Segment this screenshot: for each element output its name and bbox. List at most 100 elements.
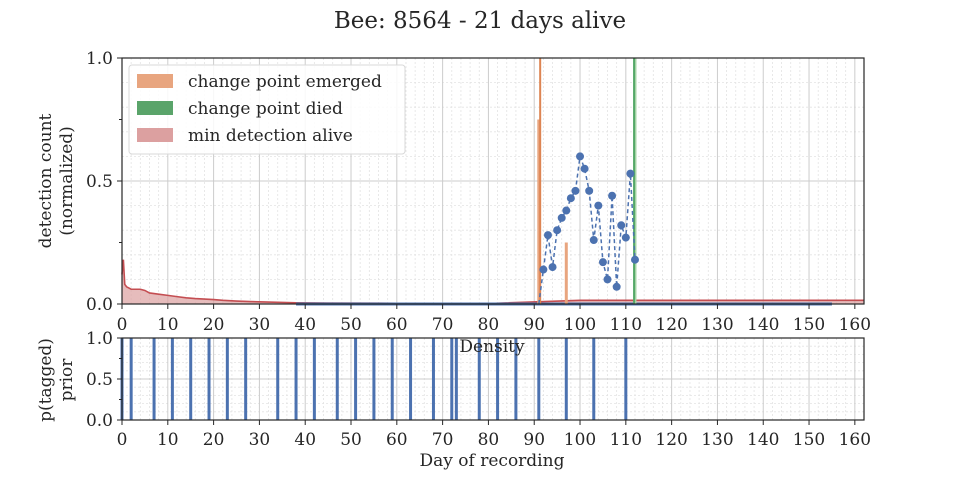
prior-bar [207, 338, 211, 420]
legend-swatch [137, 74, 173, 88]
prior-plot-xtick-label: 10 [157, 430, 179, 450]
prior-bar [450, 338, 454, 420]
detection-plot-xtick-label: 150 [793, 315, 825, 335]
detection-point [594, 201, 603, 210]
prior-plot-xtick-label: 50 [340, 430, 362, 450]
prior-bar [564, 338, 568, 420]
min-detection-area [122, 259, 864, 304]
detection-point [553, 226, 562, 235]
detection-line [538, 156, 636, 305]
prior-plot-xtick-label: 30 [249, 430, 271, 450]
prior-bar [276, 338, 280, 420]
prior-plot-ytick-label: 0.5 [86, 370, 113, 390]
prior-plot-xtick-label: 110 [610, 430, 642, 450]
prior-plot-xtick-label: 20 [203, 430, 225, 450]
legend-label: change point died [188, 99, 343, 119]
detection-plot-xtick-label: 120 [655, 315, 687, 335]
detection-plot-xtick-label: 90 [523, 315, 545, 335]
detection-plot-xtick-label: 10 [157, 315, 179, 335]
detection-plot-ytick-label: 0.5 [86, 172, 113, 192]
prior-bar [496, 338, 500, 420]
prior-bar [624, 338, 628, 420]
prior-bar [409, 338, 413, 420]
detection-plot-xtick-label: 80 [478, 315, 500, 335]
prior-bar [129, 338, 133, 420]
legend-label: min detection alive [188, 126, 353, 146]
prior-plot-ytick-label: 1.0 [86, 329, 113, 349]
legend: change point emerged change point died min… [128, 64, 406, 155]
detection-point [598, 258, 607, 267]
prior-plot-ticks: 0 10 20 30 40 50 60 70 80 90 100 110 120 130 140 150 160… [86, 329, 871, 450]
detection-plot-xtick-label: 130 [701, 315, 733, 335]
prior-bar [294, 338, 298, 420]
prior-plot-xtick-label: 70 [432, 430, 454, 450]
detection-point [589, 236, 598, 245]
detection-point [548, 263, 557, 272]
prior-plot: 0 10 20 30 40 50 60 70 80 90 100 110 120 130 140 150 160… [36, 329, 871, 450]
detection-point [608, 191, 617, 200]
prior-bar [189, 338, 193, 420]
prior-bar [244, 338, 248, 420]
detection-plot-ticks: 0 10 20 30 40 50 60 70 80 90 100 110 120 130 140 150 160… [86, 49, 871, 335]
detection-point [566, 194, 575, 203]
detection-point [539, 265, 548, 274]
detection-plot-xtick-label: 0 [117, 315, 128, 335]
prior-plot-xtick-label: 40 [294, 430, 316, 450]
prior-plot-xtick-label: 150 [793, 430, 825, 450]
prior-bar [431, 338, 435, 420]
detection-plot-ylabel-line2: (normalized) [57, 126, 77, 236]
legend-label: change point emerged [188, 72, 382, 92]
chart-title: Bee: 8564 - 21 days alive [334, 8, 626, 34]
detection-point [557, 213, 566, 222]
detection-point [617, 221, 626, 230]
legend-swatch [137, 128, 173, 142]
prior-plot-xtick-label: 90 [523, 430, 545, 450]
prior-plot-marks [120, 338, 628, 420]
detection-point [612, 282, 621, 291]
prior-bar [390, 338, 394, 420]
detection-plot-xtick-label: 70 [432, 315, 454, 335]
prior-bar [335, 338, 339, 420]
prior-plot-ylabel-line2: prior [57, 358, 77, 402]
prior-plot-xtick-label: 160 [839, 430, 871, 450]
detection-plot-ytick-label: 1.0 [86, 49, 113, 69]
prior-bar [454, 338, 458, 420]
prior-plot-xtick-label: 130 [701, 430, 733, 450]
prior-plot-xtick-label: 80 [478, 430, 500, 450]
detection-plot-xtick-label: 20 [203, 315, 225, 335]
detection-plot-xtick-label: 100 [564, 315, 596, 335]
prior-bar [354, 338, 358, 420]
prior-bar [152, 338, 156, 420]
prior-plot-xtick-label: 100 [564, 430, 596, 450]
legend-frame [128, 64, 406, 155]
detection-plot-xtick-label: 50 [340, 315, 362, 335]
detection-point [630, 255, 639, 264]
prior-bar [592, 338, 596, 420]
prior-plot-xtick-label: 0 [117, 430, 128, 450]
detection-plot-ylabel-line1: detection count [36, 113, 56, 248]
detection-point [576, 152, 585, 161]
legend-swatch [137, 101, 173, 115]
detection-plot-xtick-label: 110 [610, 315, 642, 335]
detection-point [543, 231, 552, 240]
detection-plot-ytick-label: 0.0 [86, 295, 113, 315]
detection-point [626, 169, 635, 178]
detection-point [585, 186, 594, 195]
prior-bar [514, 338, 518, 420]
detection-point [603, 275, 612, 284]
detection-plot: 0 10 20 30 40 50 60 70 80 90 100 110 120 130 140 150 160… [36, 49, 871, 335]
prior-bar [537, 338, 541, 420]
detection-point [580, 164, 589, 173]
detection-plot-xtick-label: 60 [386, 315, 408, 335]
prior-bar [225, 338, 229, 420]
prior-bar [170, 338, 174, 420]
detection-point [621, 233, 630, 242]
prior-bar [312, 338, 316, 420]
detection-plot-xlabel: Density [459, 337, 525, 357]
detection-plot-xtick-label: 160 [839, 315, 871, 335]
prior-plot-xtick-label: 60 [386, 430, 408, 450]
detection-point [562, 206, 571, 215]
detection-point [571, 186, 580, 195]
detection-plot-xtick-label: 40 [294, 315, 316, 335]
